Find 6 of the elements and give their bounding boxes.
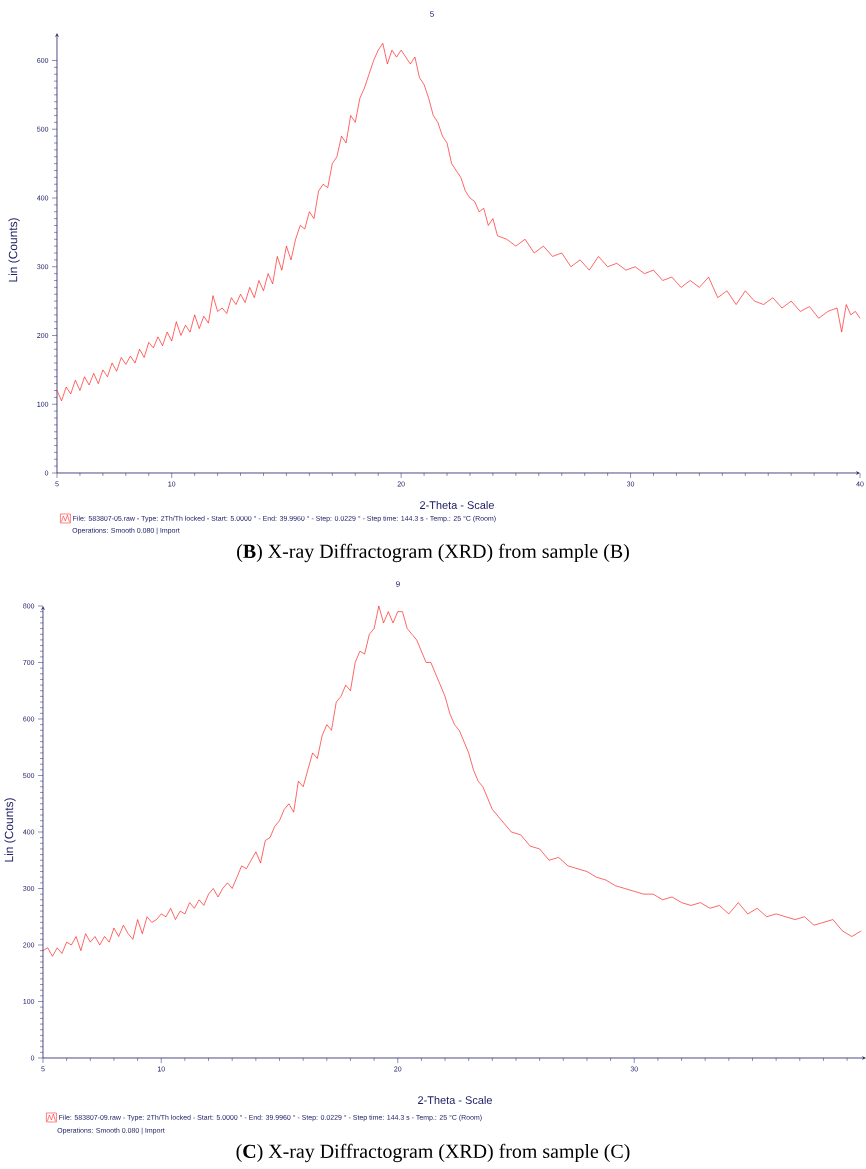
x-axis-title: 2-Theta - Scale (418, 1095, 492, 1105)
y-axis-title: Lin (Counts) (8, 218, 20, 282)
text: (B) X-ray Diffractogram (XRD) from sample (B) (237, 543, 629, 563)
x-axis-title: 2-Theta - Scale (420, 500, 494, 509)
text: (C) X-ray Diffractogram (XRD) from sample (C) (236, 1143, 630, 1163)
y-axis-title: Lin (Counts) (4, 798, 16, 862)
